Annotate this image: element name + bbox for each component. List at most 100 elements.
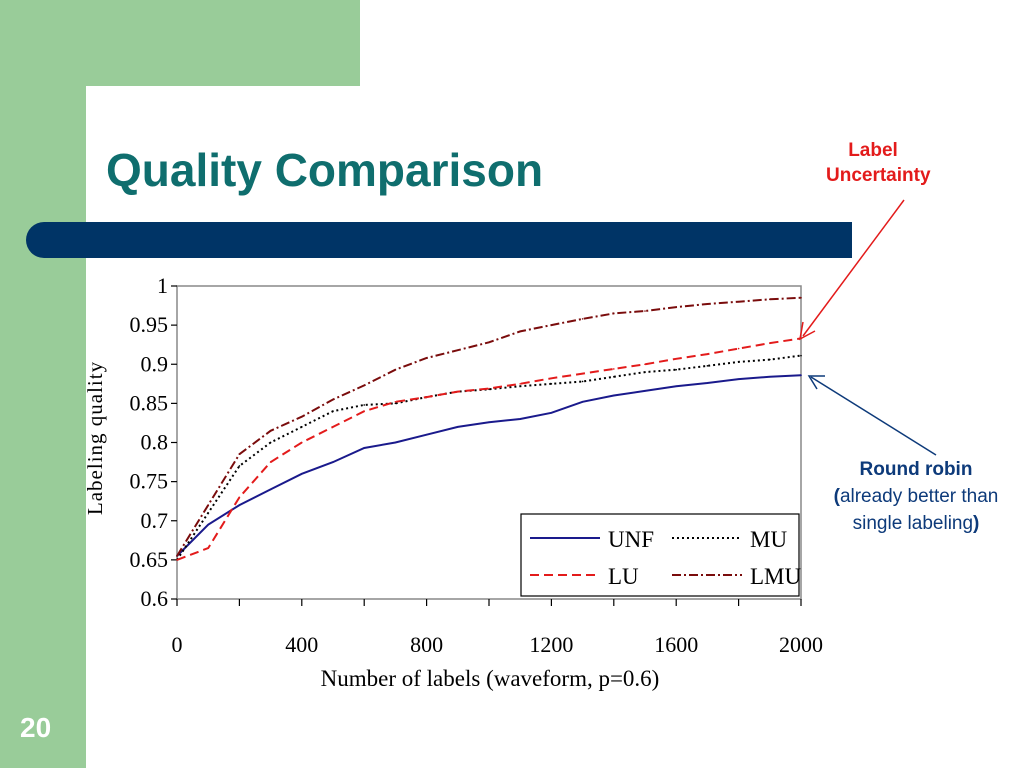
round-robin-bold-text: Round robin <box>859 459 973 480</box>
data-point-lu <box>519 383 521 385</box>
x-tick-label: 2000 <box>779 632 823 657</box>
y-tick-label: 0.6 <box>141 586 169 611</box>
data-point-unf <box>238 504 241 506</box>
y-tick-label: 0.8 <box>141 430 169 455</box>
data-point-lu <box>644 363 646 366</box>
data-point-unf <box>613 394 615 397</box>
data-point-lu <box>737 347 740 350</box>
data-point-unf <box>425 433 428 436</box>
y-tick-label: 1 <box>157 273 168 298</box>
y-tick-label: 0.9 <box>141 351 169 376</box>
data-point-unf <box>394 441 397 444</box>
data-point-unf <box>706 382 709 384</box>
data-point-lmu <box>394 368 397 371</box>
data-point-unf <box>301 473 303 475</box>
data-point-lmu <box>457 349 459 351</box>
data-point-lu <box>769 342 771 344</box>
page-number: 20 <box>20 712 52 743</box>
x-axis-label: Number of labels (waveform, p=0.6) <box>321 666 660 691</box>
data-point-mu <box>769 358 771 361</box>
legend-box <box>520 513 800 597</box>
data-point-lmu <box>581 318 584 320</box>
data-point-unf <box>675 385 677 387</box>
data-point-lmu <box>644 310 646 312</box>
y-tick-label: 0.95 <box>130 312 169 337</box>
round-robin-close-paren: ) <box>973 513 980 534</box>
data-point-lu <box>425 396 428 398</box>
x-tick-label: 800 <box>410 632 443 657</box>
data-point-mu <box>269 441 272 444</box>
legend-label-mu: MU <box>750 527 787 552</box>
data-point-lu <box>269 461 272 463</box>
data-point-lmu <box>706 303 709 305</box>
label-uncertainty-arrowhead <box>798 321 816 341</box>
data-point-lmu <box>425 357 428 359</box>
data-point-mu <box>644 371 646 373</box>
data-point-unf <box>269 488 272 491</box>
data-point-mu <box>207 512 209 514</box>
data-point-lu <box>581 372 584 375</box>
data-point-lu <box>706 353 709 355</box>
x-tick-label: 1200 <box>529 632 573 657</box>
data-point-unf <box>581 401 584 403</box>
y-tick-label: 0.7 <box>141 508 169 533</box>
data-point-lmu <box>301 415 303 418</box>
data-point-lmu <box>737 300 740 303</box>
data-point-mu <box>706 365 709 367</box>
y-tick-label: 0.65 <box>130 547 169 572</box>
data-point-mu <box>394 402 397 405</box>
data-point-mu <box>332 410 334 413</box>
data-point-lmu <box>207 504 209 506</box>
round-robin-arrowhead <box>807 375 825 390</box>
data-point-mu <box>613 375 615 378</box>
title-underline-bar <box>26 222 852 258</box>
slide-title: Quality Comparison <box>106 144 544 196</box>
data-point-mu <box>363 404 366 406</box>
x-tick-label: 0 <box>172 632 183 657</box>
data-point-lmu <box>332 398 334 401</box>
side-panel <box>0 0 86 768</box>
data-point-lmu <box>769 298 771 301</box>
y-tick-label: 0.75 <box>130 469 169 494</box>
data-point-unf <box>488 421 490 423</box>
data-point-lmu <box>176 555 178 557</box>
label-uncertainty-arrow <box>802 199 905 337</box>
data-point-lmu <box>238 453 241 456</box>
data-point-mu <box>550 383 553 385</box>
data-point-lmu <box>363 384 366 387</box>
data-point-lu <box>301 441 303 444</box>
data-point-lu <box>550 377 553 380</box>
data-point-unf <box>332 461 334 463</box>
data-point-lu <box>332 426 334 428</box>
data-point-lu <box>207 547 209 549</box>
data-point-lu <box>176 559 178 561</box>
data-point-unf <box>457 426 459 428</box>
data-point-unf <box>363 447 366 449</box>
data-point-lmu <box>675 306 677 308</box>
legend-label-unf: UNF <box>608 527 654 552</box>
data-point-lmu <box>613 312 615 315</box>
data-point-mu <box>238 465 241 467</box>
data-point-mu <box>519 385 521 387</box>
data-point-unf <box>737 378 740 380</box>
legend-label-lu: LU <box>608 564 639 589</box>
data-point-unf <box>769 375 771 378</box>
data-point-lmu <box>550 324 553 326</box>
data-point-lmu <box>488 341 490 344</box>
data-point-unf <box>519 418 521 420</box>
x-tick-label: 400 <box>285 632 318 657</box>
data-point-lu <box>457 390 459 393</box>
data-point-unf <box>207 523 209 526</box>
data-point-lu <box>394 401 397 403</box>
legend-label-lmu: LMU <box>750 564 802 589</box>
data-point-lmu <box>800 296 802 299</box>
data-point-lu <box>238 496 241 499</box>
round-robin-open-paren: ( <box>833 486 840 507</box>
data-point-mu <box>800 354 802 357</box>
y-axis-label: Labeling quality <box>83 361 107 515</box>
data-point-mu <box>737 361 740 363</box>
top-panel <box>0 0 360 86</box>
data-point-unf <box>644 390 646 392</box>
round-robin-annotation: Round robin (already better than single … <box>830 456 1002 537</box>
